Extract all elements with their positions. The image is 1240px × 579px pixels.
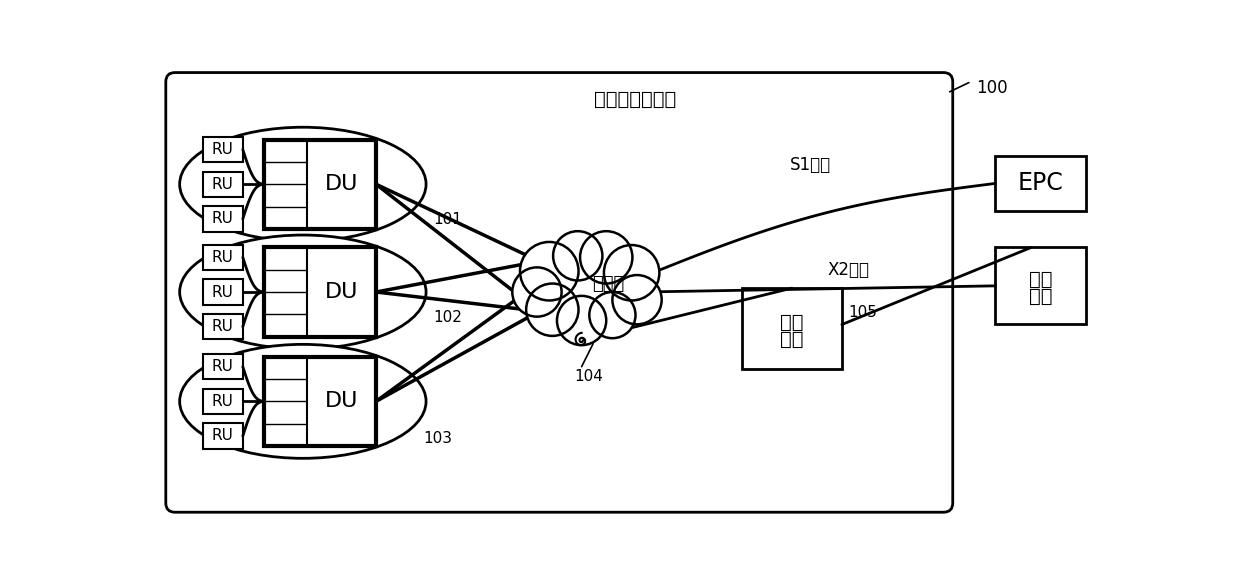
Bar xyxy=(203,171,243,197)
Text: RU: RU xyxy=(212,177,233,192)
Text: RU: RU xyxy=(212,394,233,409)
Circle shape xyxy=(580,231,632,284)
Bar xyxy=(203,354,243,379)
Bar xyxy=(264,247,376,336)
Text: DU: DU xyxy=(325,174,358,194)
Ellipse shape xyxy=(180,127,427,241)
Bar xyxy=(203,137,243,162)
Bar xyxy=(203,279,243,305)
Circle shape xyxy=(512,267,562,317)
Text: S1信号: S1信号 xyxy=(790,156,831,174)
Bar xyxy=(203,423,243,449)
Text: 交换: 交换 xyxy=(780,313,804,332)
Circle shape xyxy=(557,296,606,345)
Text: 设备: 设备 xyxy=(780,330,804,349)
Text: 基站: 基站 xyxy=(1029,287,1053,306)
Bar xyxy=(203,206,243,232)
Text: 102: 102 xyxy=(434,310,463,325)
Ellipse shape xyxy=(180,345,427,459)
Bar xyxy=(742,288,842,369)
Bar xyxy=(994,156,1086,211)
Text: RU: RU xyxy=(212,428,233,444)
Ellipse shape xyxy=(180,235,427,349)
Bar xyxy=(203,245,243,270)
Circle shape xyxy=(589,292,635,338)
Text: 传输网: 传输网 xyxy=(593,275,625,294)
Text: DU: DU xyxy=(325,391,358,411)
Bar xyxy=(994,247,1086,324)
Text: 无线接入的系统: 无线接入的系统 xyxy=(594,90,677,109)
Text: RU: RU xyxy=(212,359,233,374)
Circle shape xyxy=(604,245,660,301)
Bar xyxy=(264,140,376,229)
Text: 其它: 其它 xyxy=(1029,270,1053,289)
Circle shape xyxy=(553,231,603,280)
Text: RU: RU xyxy=(212,211,233,226)
Bar xyxy=(203,389,243,414)
Text: DU: DU xyxy=(325,282,358,302)
Bar xyxy=(264,357,376,446)
Circle shape xyxy=(520,242,579,301)
Circle shape xyxy=(526,284,579,336)
Text: X2信号: X2信号 xyxy=(828,262,870,280)
Text: RU: RU xyxy=(212,319,233,334)
Text: RU: RU xyxy=(212,284,233,299)
Circle shape xyxy=(613,275,662,324)
Text: 104: 104 xyxy=(574,369,603,384)
Bar xyxy=(203,314,243,339)
Text: EPC: EPC xyxy=(1018,171,1064,196)
Text: RU: RU xyxy=(212,142,233,157)
Text: 103: 103 xyxy=(424,431,453,446)
Text: 101: 101 xyxy=(434,212,463,227)
Text: 105: 105 xyxy=(848,306,877,321)
Text: RU: RU xyxy=(212,250,233,265)
FancyBboxPatch shape xyxy=(166,72,952,512)
Text: 100: 100 xyxy=(976,79,1007,97)
